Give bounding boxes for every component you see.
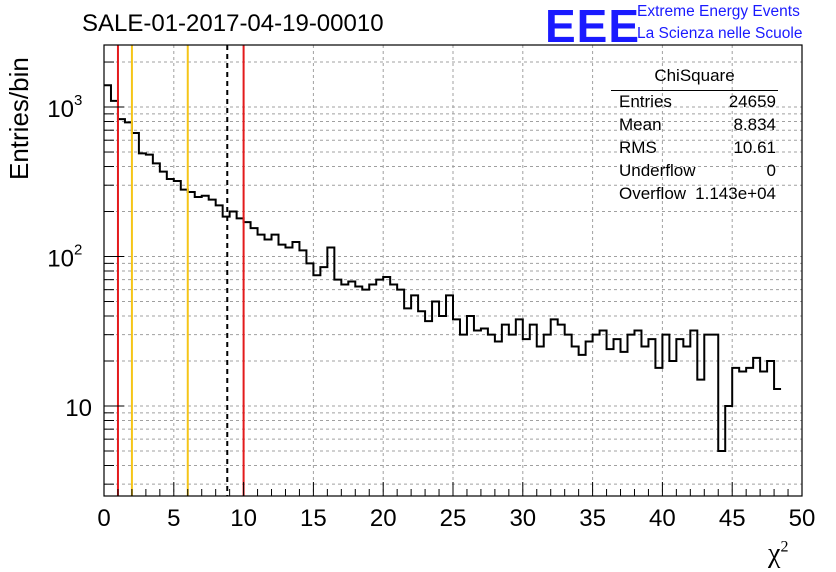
x-tick-label: 25: [440, 505, 467, 532]
y-tick-exponent: 2: [74, 242, 82, 259]
brand-line-2: La Scienza nelle Scuole: [637, 25, 803, 42]
stats-value: 1.143e+04: [695, 184, 776, 203]
x-tick-label: 15: [300, 505, 327, 532]
stats-row-underflow: Underflow 0: [619, 161, 776, 183]
stats-row-rms: RMS 10.61: [619, 138, 776, 160]
stats-name: Entries: [619, 92, 672, 111]
y-axis-label: Entries/bin: [4, 57, 34, 180]
stats-name: Mean: [619, 115, 662, 134]
stats-name: Overflow: [619, 184, 687, 203]
x-tick-label: 20: [370, 505, 397, 532]
stats-value: 24659: [728, 92, 776, 111]
x-tick-label: 0: [97, 505, 110, 532]
chart-title: SALE-01-2017-04-19-00010: [82, 10, 384, 37]
x-tick-label: 45: [719, 505, 746, 532]
x-axis-label: χ2: [768, 538, 788, 570]
x-tick-label: 5: [167, 505, 180, 532]
histogram-series: [104, 84, 782, 453]
x-tick-label: 50: [789, 505, 816, 532]
stats-name: Underflow: [619, 161, 696, 180]
y-tick-label: 10: [47, 246, 74, 273]
x-axis-label-sup: 2: [780, 538, 789, 556]
stats-box: ChiSquare Entries 24659 Mean 8.834 RMS 1…: [611, 66, 778, 206]
x-tick-label: 10: [230, 505, 257, 532]
x-tick-label: 30: [509, 505, 536, 532]
x-tick-label: 35: [579, 505, 606, 532]
stats-value: 8.834: [733, 115, 776, 134]
stats-divider: [611, 90, 778, 91]
stats-row-overflow: Overflow 1.143e+04: [619, 184, 776, 206]
stats-value: 0: [766, 161, 776, 180]
stats-row-mean: Mean 8.834: [619, 115, 776, 137]
stats-row-entries: Entries 24659: [619, 92, 776, 114]
x-axis-label-text: χ: [768, 538, 781, 569]
y-tick-exponent: 3: [74, 92, 82, 109]
brand-line-1: Extreme Energy Events: [637, 3, 800, 20]
x-tick-label: 40: [649, 505, 676, 532]
y-tick-label: 10: [65, 395, 92, 422]
stats-title: ChiSquare: [654, 66, 735, 85]
y-tick-label: 10: [47, 96, 74, 123]
stats-name: RMS: [619, 138, 657, 157]
stats-value: 10.61: [733, 138, 776, 157]
eee-logo: EEE: [545, 0, 641, 52]
